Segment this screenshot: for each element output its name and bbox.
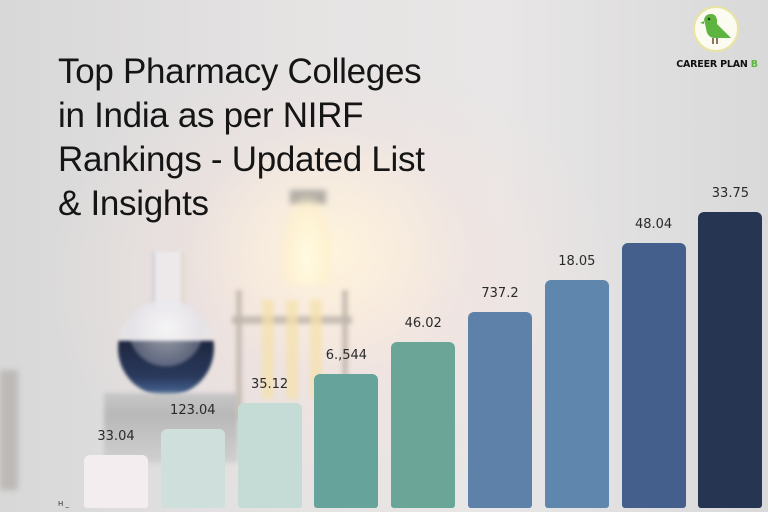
bar-3 <box>237 403 302 508</box>
bar-value-label: 35.12 <box>250 377 289 392</box>
bar-1 <box>84 455 148 508</box>
green-bird-icon <box>700 14 731 44</box>
title-line-2: in India as per NIRF <box>58 96 364 135</box>
logo-circle <box>693 6 739 52</box>
bar-value-label: 123.04 <box>170 403 216 418</box>
round-flask-decoration <box>118 300 214 396</box>
bar-value-label: 18.05 <box>558 254 596 269</box>
logo-text: CAREER PLAN B <box>676 59 758 70</box>
bar-4 <box>314 374 379 508</box>
bar-5 <box>391 342 456 508</box>
bar-value-label: 33.75 <box>711 186 749 201</box>
page-title: Top Pharmacy Colleges in India as per NI… <box>58 50 498 226</box>
axis-mark: H _ <box>58 500 69 508</box>
bar-value-label: 48.04 <box>634 217 673 232</box>
bar-2 <box>160 429 225 508</box>
bar-8 <box>621 243 686 508</box>
title-line-4: & Insights <box>58 184 209 223</box>
career-plan-b-logo[interactable]: CAREER PLAN B <box>672 4 762 74</box>
bar-7 <box>544 280 609 508</box>
glowing-flask-decoration <box>282 195 332 285</box>
bar-value-label: 737.2 <box>481 286 519 301</box>
bar-9 <box>698 212 763 508</box>
bar-value-label: 33.04 <box>97 429 135 444</box>
background-object <box>0 370 18 490</box>
bar-value-label: 46.02 <box>404 316 442 331</box>
title-line-1: Top Pharmacy Colleges <box>58 52 422 91</box>
title-line-3: Rankings - Updated List <box>58 140 425 179</box>
flask-neck-decoration <box>152 252 184 308</box>
bar-value-label: 6.,544 <box>325 348 368 363</box>
bar-6 <box>468 312 532 508</box>
